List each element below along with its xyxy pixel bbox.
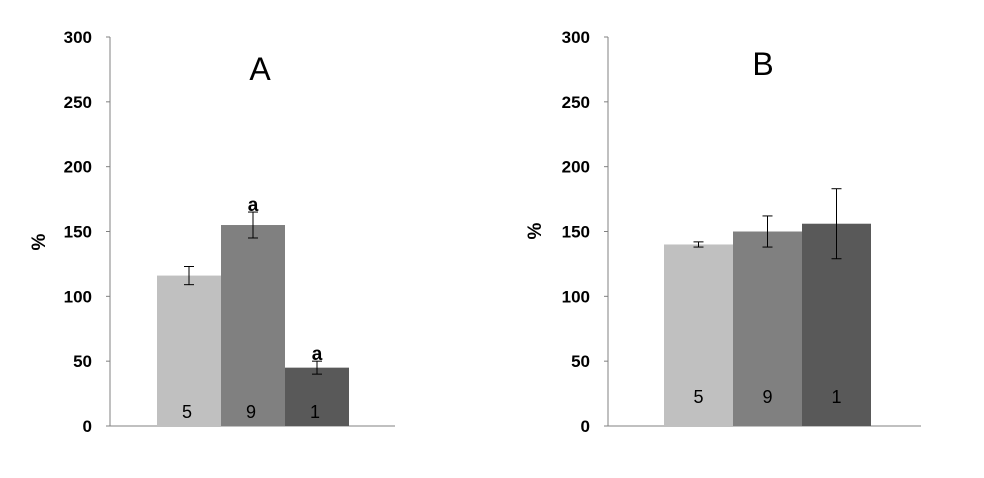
bar-label: 5: [182, 402, 192, 422]
y-tick-label: 150: [64, 223, 92, 242]
y-tick-label: 50: [73, 352, 92, 371]
y-tick-label: 200: [562, 158, 590, 177]
y-tick-label: 250: [64, 93, 92, 112]
y-tick-label: 100: [64, 287, 92, 306]
bar-label: 9: [762, 387, 772, 407]
y-tick-label: 300: [64, 28, 92, 47]
chart-title: A: [249, 51, 271, 87]
bar-label: 5: [693, 387, 703, 407]
chart-title: B: [752, 46, 773, 82]
y-tick-label: 300: [562, 28, 590, 47]
y-tick-label: 150: [562, 223, 590, 242]
y-tick-label: 0: [83, 417, 92, 436]
y-tick-label: 200: [64, 158, 92, 177]
y-axis-label: %: [29, 233, 50, 250]
y-tick-label: 0: [581, 417, 590, 436]
bar-label: 9: [246, 402, 256, 422]
y-tick-label: 250: [562, 93, 590, 112]
bar-9: [733, 231, 802, 426]
bar-5: [664, 244, 733, 426]
bar-1: [285, 367, 349, 426]
bar-label: 1: [310, 402, 320, 422]
significance-annotation: a: [312, 344, 323, 365]
y-axis-label: %: [525, 222, 546, 239]
bar-label: 1: [831, 387, 841, 407]
bar-9: [221, 225, 285, 426]
significance-annotation: a: [248, 195, 259, 216]
y-tick-label: 100: [562, 287, 590, 306]
bar-5: [157, 275, 221, 426]
y-tick-label: 50: [571, 352, 590, 371]
